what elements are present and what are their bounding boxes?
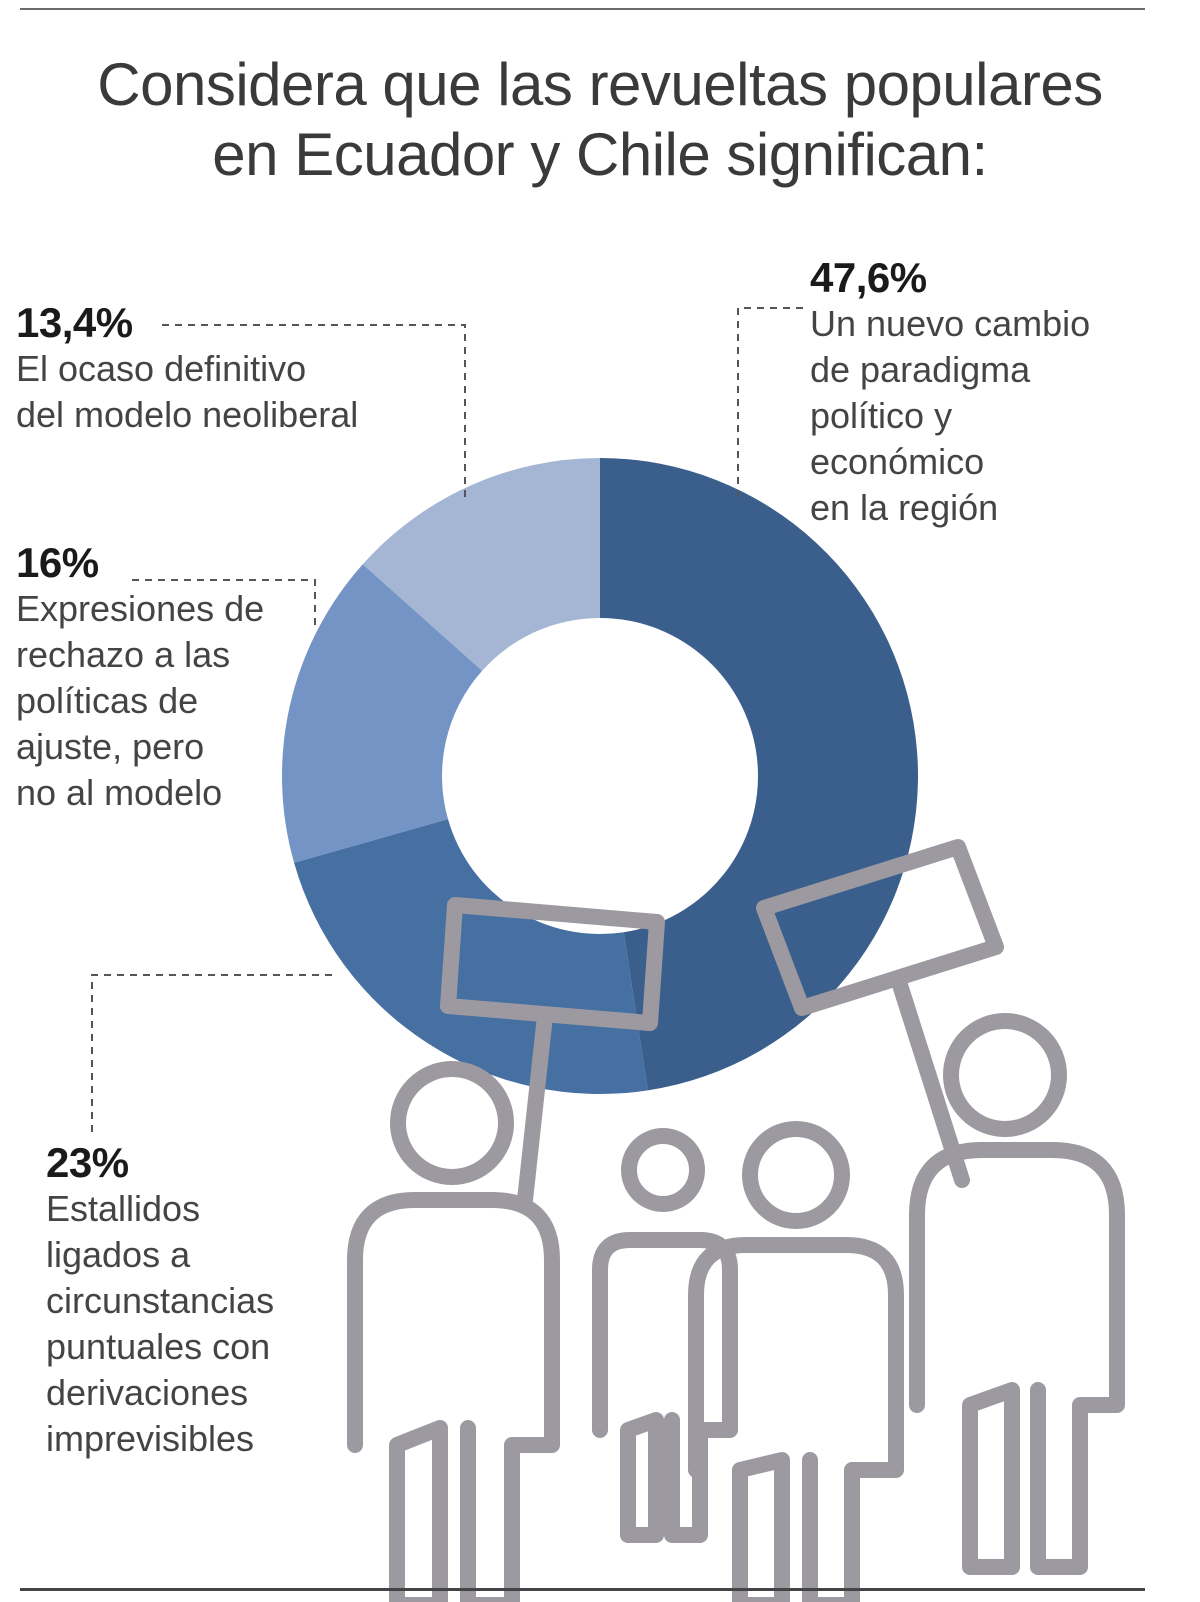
chart-title-line-1: Considera que las revueltas populares (97, 51, 1103, 118)
head-middle (742, 1121, 850, 1229)
head-right (943, 1013, 1067, 1137)
body-left (347, 1192, 560, 1602)
donut-slice-0 (600, 458, 918, 1091)
child-icon (592, 1128, 738, 1543)
callout-slice-d: 13,4% El ocaso definitivo del modelo neo… (16, 300, 358, 438)
leader-line-c (132, 579, 316, 625)
callout-text-d: El ocaso definitivo del modelo neolibera… (16, 346, 358, 438)
body-middle (688, 1237, 904, 1602)
callout-text-b-line: ligados a (46, 1234, 191, 1275)
callout-value-a: 47,6% (810, 254, 927, 301)
donut-slices (282, 458, 918, 1094)
callout-text-b-line: circunstancias (46, 1280, 275, 1321)
callout-value-d: 13,4% (16, 299, 133, 346)
chart-title-line-2: en Ecuador y Chile significan: (212, 121, 988, 188)
callout-text-c-line: no al modelo (16, 772, 223, 813)
sign-pole-left (517, 1008, 553, 1208)
head-left (390, 1061, 514, 1185)
body-right (909, 1142, 1125, 1575)
callout-slice-b: 23% Estallidos ligados a circunstancias … (46, 1140, 274, 1462)
head-child (621, 1128, 705, 1212)
callout-text-c-line: rechazo a las (16, 634, 231, 675)
callout-text-a-line: en la región (810, 487, 999, 528)
protester-with-sign-icon (347, 897, 665, 1602)
body-child (592, 1232, 738, 1543)
callout-text-d-line: del modelo neoliberal (16, 394, 359, 435)
callout-text-b-line: puntuales con (46, 1326, 271, 1367)
callout-text-a-line: político y (810, 395, 953, 436)
callout-text-c-line: políticas de (16, 680, 199, 721)
callout-text-b-line: derivaciones (46, 1372, 249, 1413)
chart-title: Considera que las revueltas populares en… (0, 50, 1200, 190)
callout-text-a-line: económico (810, 441, 985, 482)
callout-text-b-line: Estallidos (46, 1188, 201, 1229)
leader-line-d (91, 974, 332, 1135)
donut-slice-1 (294, 819, 648, 1094)
callout-value-b: 23% (46, 1139, 129, 1186)
donut-slice-2 (282, 564, 483, 863)
sign-board-left (440, 897, 665, 1031)
leader-lines (91, 307, 803, 1135)
callout-text-a-line: Un nuevo cambio (810, 303, 1091, 344)
callout-value-c: 16% (16, 539, 99, 586)
callout-text-a: Un nuevo cambio de paradigma político y … (810, 301, 1090, 531)
donut-slice-3 (362, 458, 600, 671)
protester-with-sign-icon (756, 839, 1125, 1575)
callout-text-b-line: imprevisibles (46, 1418, 255, 1459)
sign-board-right (756, 839, 1004, 1016)
leader-line-a (737, 307, 803, 498)
protesters-illustration (347, 839, 1125, 1602)
callout-text-c-line: Expresiones de (16, 588, 265, 629)
callout-text-b: Estallidos ligados a circunstancias punt… (46, 1186, 274, 1462)
callout-text-a-line: de paradigma (810, 349, 1031, 390)
top-rule (20, 8, 1145, 10)
callout-text-d-line: El ocaso definitivo (16, 348, 307, 389)
callout-text-c: Expresiones de rechazo a las políticas d… (16, 586, 264, 816)
leader-line-b (162, 324, 466, 500)
callout-slice-c: 16% Expresiones de rechazo a las polític… (16, 540, 264, 816)
callout-text-c-line: ajuste, pero (16, 726, 205, 767)
bottom-rule (20, 1588, 1145, 1591)
callout-slice-a: 47,6% Un nuevo cambio de paradigma polít… (810, 255, 1090, 531)
person-icon (688, 1121, 904, 1602)
